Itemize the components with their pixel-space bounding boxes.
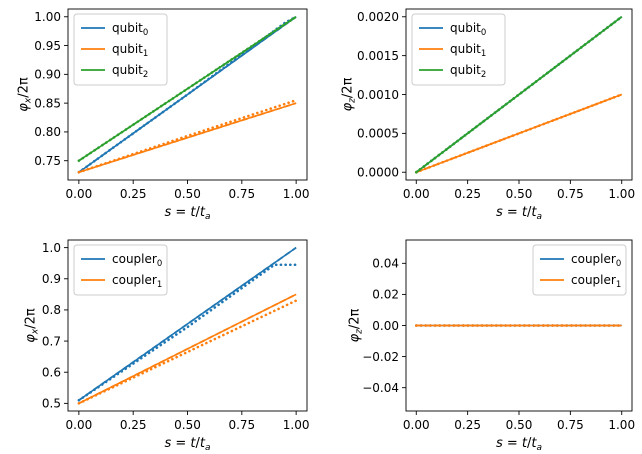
y-tick-label: 0.7 <box>42 334 61 348</box>
y-tick-label: 0.8 <box>42 303 61 317</box>
x-tick-label: 0.25 <box>454 418 481 432</box>
y-axis-label: φx/2π <box>17 77 34 112</box>
x-tick-label: 0.25 <box>120 418 147 432</box>
x-axis-label: s = t/ta <box>164 436 210 453</box>
subplot-0: 0.00 0.25 0.50 0.75 1.00 0.75 0.80 0.85 0.90 0.95… <box>17 8 310 222</box>
x-tick-label: 0.00 <box>66 418 93 432</box>
x-tick-label: 1.00 <box>283 187 310 201</box>
subplot-3: 0.00 0.25 0.50 0.75 1.00 −0.04 −0.02 0.00 0.02 0.… <box>348 239 635 453</box>
y-tick-label: 0.0015 <box>357 49 399 63</box>
y-tick-label: −0.04 <box>362 381 399 395</box>
legend-entry: qubit0 <box>112 21 148 38</box>
legend-entry: qubit1 <box>112 42 148 59</box>
x-axis-label: s = t/ta <box>164 205 210 222</box>
legend-entry: coupler1 <box>112 273 162 290</box>
x-tick-label: 0.50 <box>506 418 533 432</box>
x-tick-label: 0.75 <box>228 187 255 201</box>
y-tick-label: 0.00 <box>372 319 399 333</box>
y-tick-label: 0.0020 <box>357 10 399 24</box>
series-qubit1-dotted-line <box>77 98 298 174</box>
y-tick-label: 0.9 <box>42 272 61 286</box>
y-axis-label: φx/2π <box>24 308 41 343</box>
plot-area <box>414 15 624 174</box>
y-tick-label: 0.5 <box>42 397 61 411</box>
x-tick-label: 0.25 <box>454 187 481 201</box>
y-tick-label: 0.0000 <box>357 166 399 180</box>
y-tick-label: 0.80 <box>34 125 61 139</box>
x-tick-label: 0.00 <box>403 187 430 201</box>
y-tick-label: 0.04 <box>372 257 399 271</box>
legend-box <box>532 244 627 296</box>
y-tick-label: −0.02 <box>362 350 399 364</box>
legend-entry: qubit1 <box>450 42 486 59</box>
y-tick-label: 0.0010 <box>357 88 399 102</box>
x-tick-label: 0.50 <box>174 418 201 432</box>
series-qubit0-solid-line <box>78 16 297 173</box>
subplot-1: 0.00 0.25 0.50 0.75 1.00 0.0000 0.0005 0.0010 0.… <box>340 8 635 222</box>
legend-entry: coupler1 <box>571 273 621 290</box>
x-tick-label: 0.00 <box>66 187 93 201</box>
series-coupler0-dashed-line <box>78 246 297 401</box>
y-tick-label: 0.85 <box>34 96 61 110</box>
plot-area <box>77 15 298 174</box>
legend: qubit0 qubit1 qubit2 <box>73 13 168 86</box>
series-coupler1-dashed-line <box>78 293 297 405</box>
x-tick-label: 0.75 <box>557 187 584 201</box>
y-tick-label: 1.00 <box>34 10 61 24</box>
series-qubit2-dashed-line <box>415 16 623 173</box>
series-qubit2-dotted-line <box>77 15 298 163</box>
legend: coupler0 coupler1 <box>73 244 168 296</box>
y-tick-label: 0.6 <box>42 366 61 380</box>
x-tick-label: 0.75 <box>557 418 584 432</box>
y-tick-label: 0.02 <box>372 288 399 302</box>
legend: coupler0 coupler1 <box>532 244 627 296</box>
x-tick-label: 1.00 <box>608 187 635 201</box>
legend-box <box>73 244 168 296</box>
y-axis-label: φz/2π <box>340 77 357 111</box>
y-tick-label: 0.0005 <box>357 127 399 141</box>
legend: qubit0 qubit1 qubit2 <box>411 13 506 86</box>
y-tick-label: 0.95 <box>34 39 61 53</box>
y-axis-label: φz/2π <box>348 308 365 342</box>
y-tick-label: 1.0 <box>42 241 61 255</box>
legend-box <box>411 13 506 86</box>
plot-area <box>77 246 298 405</box>
legend-entry: coupler0 <box>571 252 621 269</box>
y-tick-label: 0.90 <box>34 68 61 82</box>
subplot-2: 0.00 0.25 0.50 0.75 1.00 0.5 0.6 0.7 0.8 0.9 1.0 s … <box>24 239 310 453</box>
legend-entry: qubit2 <box>112 63 148 80</box>
x-tick-label: 0.00 <box>403 418 430 432</box>
x-axis-label: s = t/ta <box>496 205 542 222</box>
series-qubit1-dotted-line <box>414 93 624 174</box>
x-tick-label: 1.00 <box>283 418 310 432</box>
series-coupler0-dotted-line <box>77 263 298 402</box>
y-tick-label: 0.75 <box>34 154 61 168</box>
legend-entry: qubit2 <box>450 63 486 80</box>
x-tick-label: 0.50 <box>506 187 533 201</box>
x-tick-label: 0.75 <box>228 418 255 432</box>
x-axis-label: s = t/ta <box>496 436 542 453</box>
legend-entry: qubit0 <box>450 21 486 38</box>
legend-box <box>73 13 168 86</box>
x-tick-label: 0.25 <box>120 187 147 201</box>
x-tick-label: 1.00 <box>608 418 635 432</box>
legend-entry: coupler0 <box>112 252 162 269</box>
series-qubit2-dotted-line <box>414 15 624 174</box>
x-tick-label: 0.50 <box>174 187 201 201</box>
